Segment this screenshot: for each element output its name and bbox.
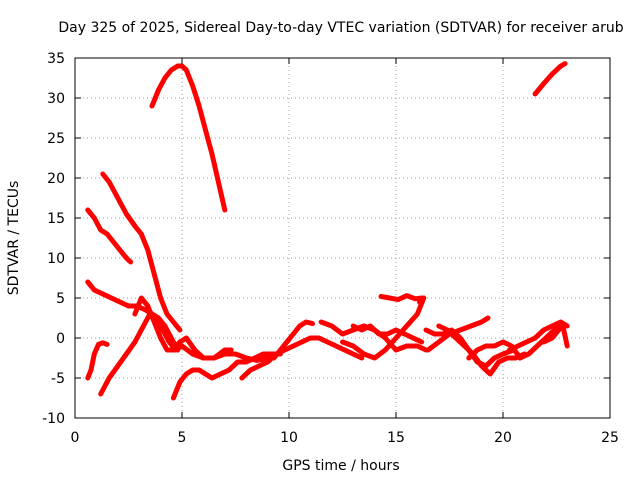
tick-layer: 0 5 10 15 20 25 -10 -5 0 5 10 15 20 25 30 35 [42, 51, 619, 446]
series-line-6 [85, 340, 110, 381]
x-tick-label: 20 [494, 430, 512, 446]
series-line-1 [149, 63, 228, 213]
series-line-17 [425, 315, 491, 353]
series-line-14 [378, 293, 425, 303]
y-tick-label: 15 [47, 211, 65, 227]
series-layer [85, 61, 570, 401]
series-line-18 [436, 323, 527, 377]
plot-border [74, 57, 611, 419]
y-tick-label: 35 [47, 51, 65, 67]
series-line-9 [170, 351, 283, 401]
series-line-21 [541, 323, 570, 349]
x-tick-label: 0 [71, 430, 80, 446]
x-tick-label: 10 [280, 430, 298, 446]
series-line-7 [98, 311, 271, 397]
series-line-15 [350, 323, 425, 345]
x-tick-label: 5 [178, 430, 187, 446]
y-tick-label: 25 [47, 131, 65, 147]
series-line-10 [239, 335, 365, 381]
series-line-13 [340, 295, 427, 361]
y-tick-label: -10 [42, 411, 65, 427]
x-tick-label: 15 [387, 430, 405, 446]
series-line-3 [100, 171, 183, 333]
y-tick-label: 5 [56, 291, 65, 307]
y-tick-label: -5 [51, 371, 65, 387]
x-tick-label: 25 [601, 430, 619, 446]
series-line-4 [85, 207, 134, 265]
chart-title: Day 325 of 2025, Sidereal Day-to-day VTE… [58, 20, 623, 36]
y-tick-label: 30 [47, 91, 65, 107]
x-axis-label: GPS time / hours [282, 458, 399, 474]
y-tick-label: 20 [47, 171, 65, 187]
series-line-20 [506, 319, 570, 353]
series-line-8 [132, 295, 234, 361]
y-tick-label: 0 [56, 331, 65, 347]
series-line-2 [532, 61, 568, 97]
y-tick-label: 10 [47, 251, 65, 267]
series-line-11 [271, 319, 315, 361]
series-line-19 [466, 323, 566, 361]
y-axis-label: SDTVAR / TECUs [6, 181, 22, 296]
